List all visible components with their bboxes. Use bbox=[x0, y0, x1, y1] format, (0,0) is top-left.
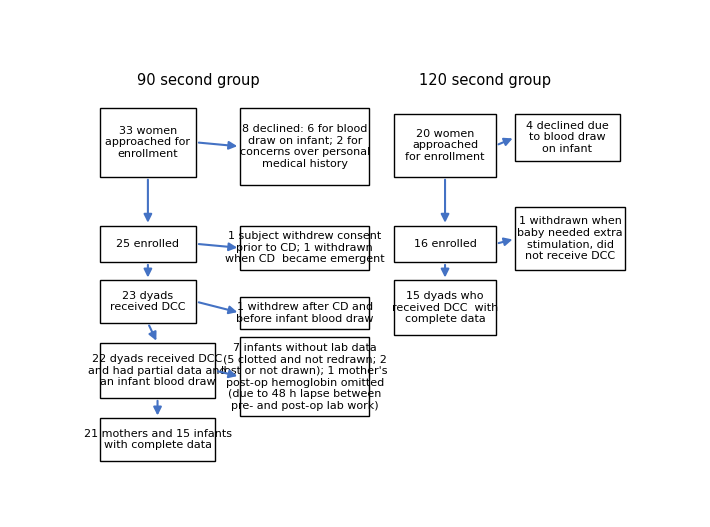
Text: 33 women
approached for
enrollment: 33 women approached for enrollment bbox=[105, 126, 190, 159]
FancyBboxPatch shape bbox=[240, 226, 369, 270]
FancyBboxPatch shape bbox=[99, 418, 215, 461]
Text: 120 second group: 120 second group bbox=[419, 73, 551, 89]
FancyBboxPatch shape bbox=[99, 226, 196, 262]
Text: 1 withdrawn when
baby needed extra
stimulation, did
not receive DCC: 1 withdrawn when baby needed extra stimu… bbox=[518, 217, 623, 261]
FancyBboxPatch shape bbox=[394, 280, 496, 335]
FancyBboxPatch shape bbox=[99, 280, 196, 323]
FancyBboxPatch shape bbox=[99, 343, 215, 398]
Text: 16 enrolled: 16 enrolled bbox=[414, 239, 476, 249]
Text: 4 declined due
to blood draw
on infant: 4 declined due to blood draw on infant bbox=[526, 121, 609, 154]
Text: 21 mothers and 15 infants
with complete data: 21 mothers and 15 infants with complete … bbox=[84, 429, 231, 451]
Text: 22 dyads received DCC
and had partial data and
an infant blood draw: 22 dyads received DCC and had partial da… bbox=[88, 354, 226, 387]
Text: 1 subject withdrew consent
prior to CD; 1 withdrawn
when CD  became emergent: 1 subject withdrew consent prior to CD; … bbox=[225, 231, 385, 265]
Text: 23 dyads
received DCC: 23 dyads received DCC bbox=[110, 291, 185, 313]
Text: 20 women
approached
for enrollment: 20 women approached for enrollment bbox=[405, 129, 485, 162]
Text: 8 declined: 6 for blood
draw on infant; 2 for
concerns over personal
medical his: 8 declined: 6 for blood draw on infant; … bbox=[239, 124, 370, 169]
Text: 25 enrolled: 25 enrolled bbox=[116, 239, 180, 249]
FancyBboxPatch shape bbox=[515, 114, 620, 161]
FancyBboxPatch shape bbox=[515, 207, 626, 270]
FancyBboxPatch shape bbox=[394, 226, 496, 262]
FancyBboxPatch shape bbox=[99, 108, 196, 177]
FancyBboxPatch shape bbox=[240, 297, 369, 329]
Text: 7 infants without lab data
(5 clotted and not redrawn; 2
lost or not drawn); 1 m: 7 infants without lab data (5 clotted an… bbox=[222, 343, 388, 411]
FancyBboxPatch shape bbox=[240, 337, 369, 416]
FancyBboxPatch shape bbox=[240, 108, 369, 185]
Text: 90 second group: 90 second group bbox=[138, 73, 260, 89]
Text: 1 withdrew after CD and
before infant blood draw: 1 withdrew after CD and before infant bl… bbox=[236, 302, 373, 324]
Text: 15 dyads who
received DCC  with
complete data: 15 dyads who received DCC with complete … bbox=[392, 291, 498, 324]
FancyBboxPatch shape bbox=[394, 114, 496, 177]
